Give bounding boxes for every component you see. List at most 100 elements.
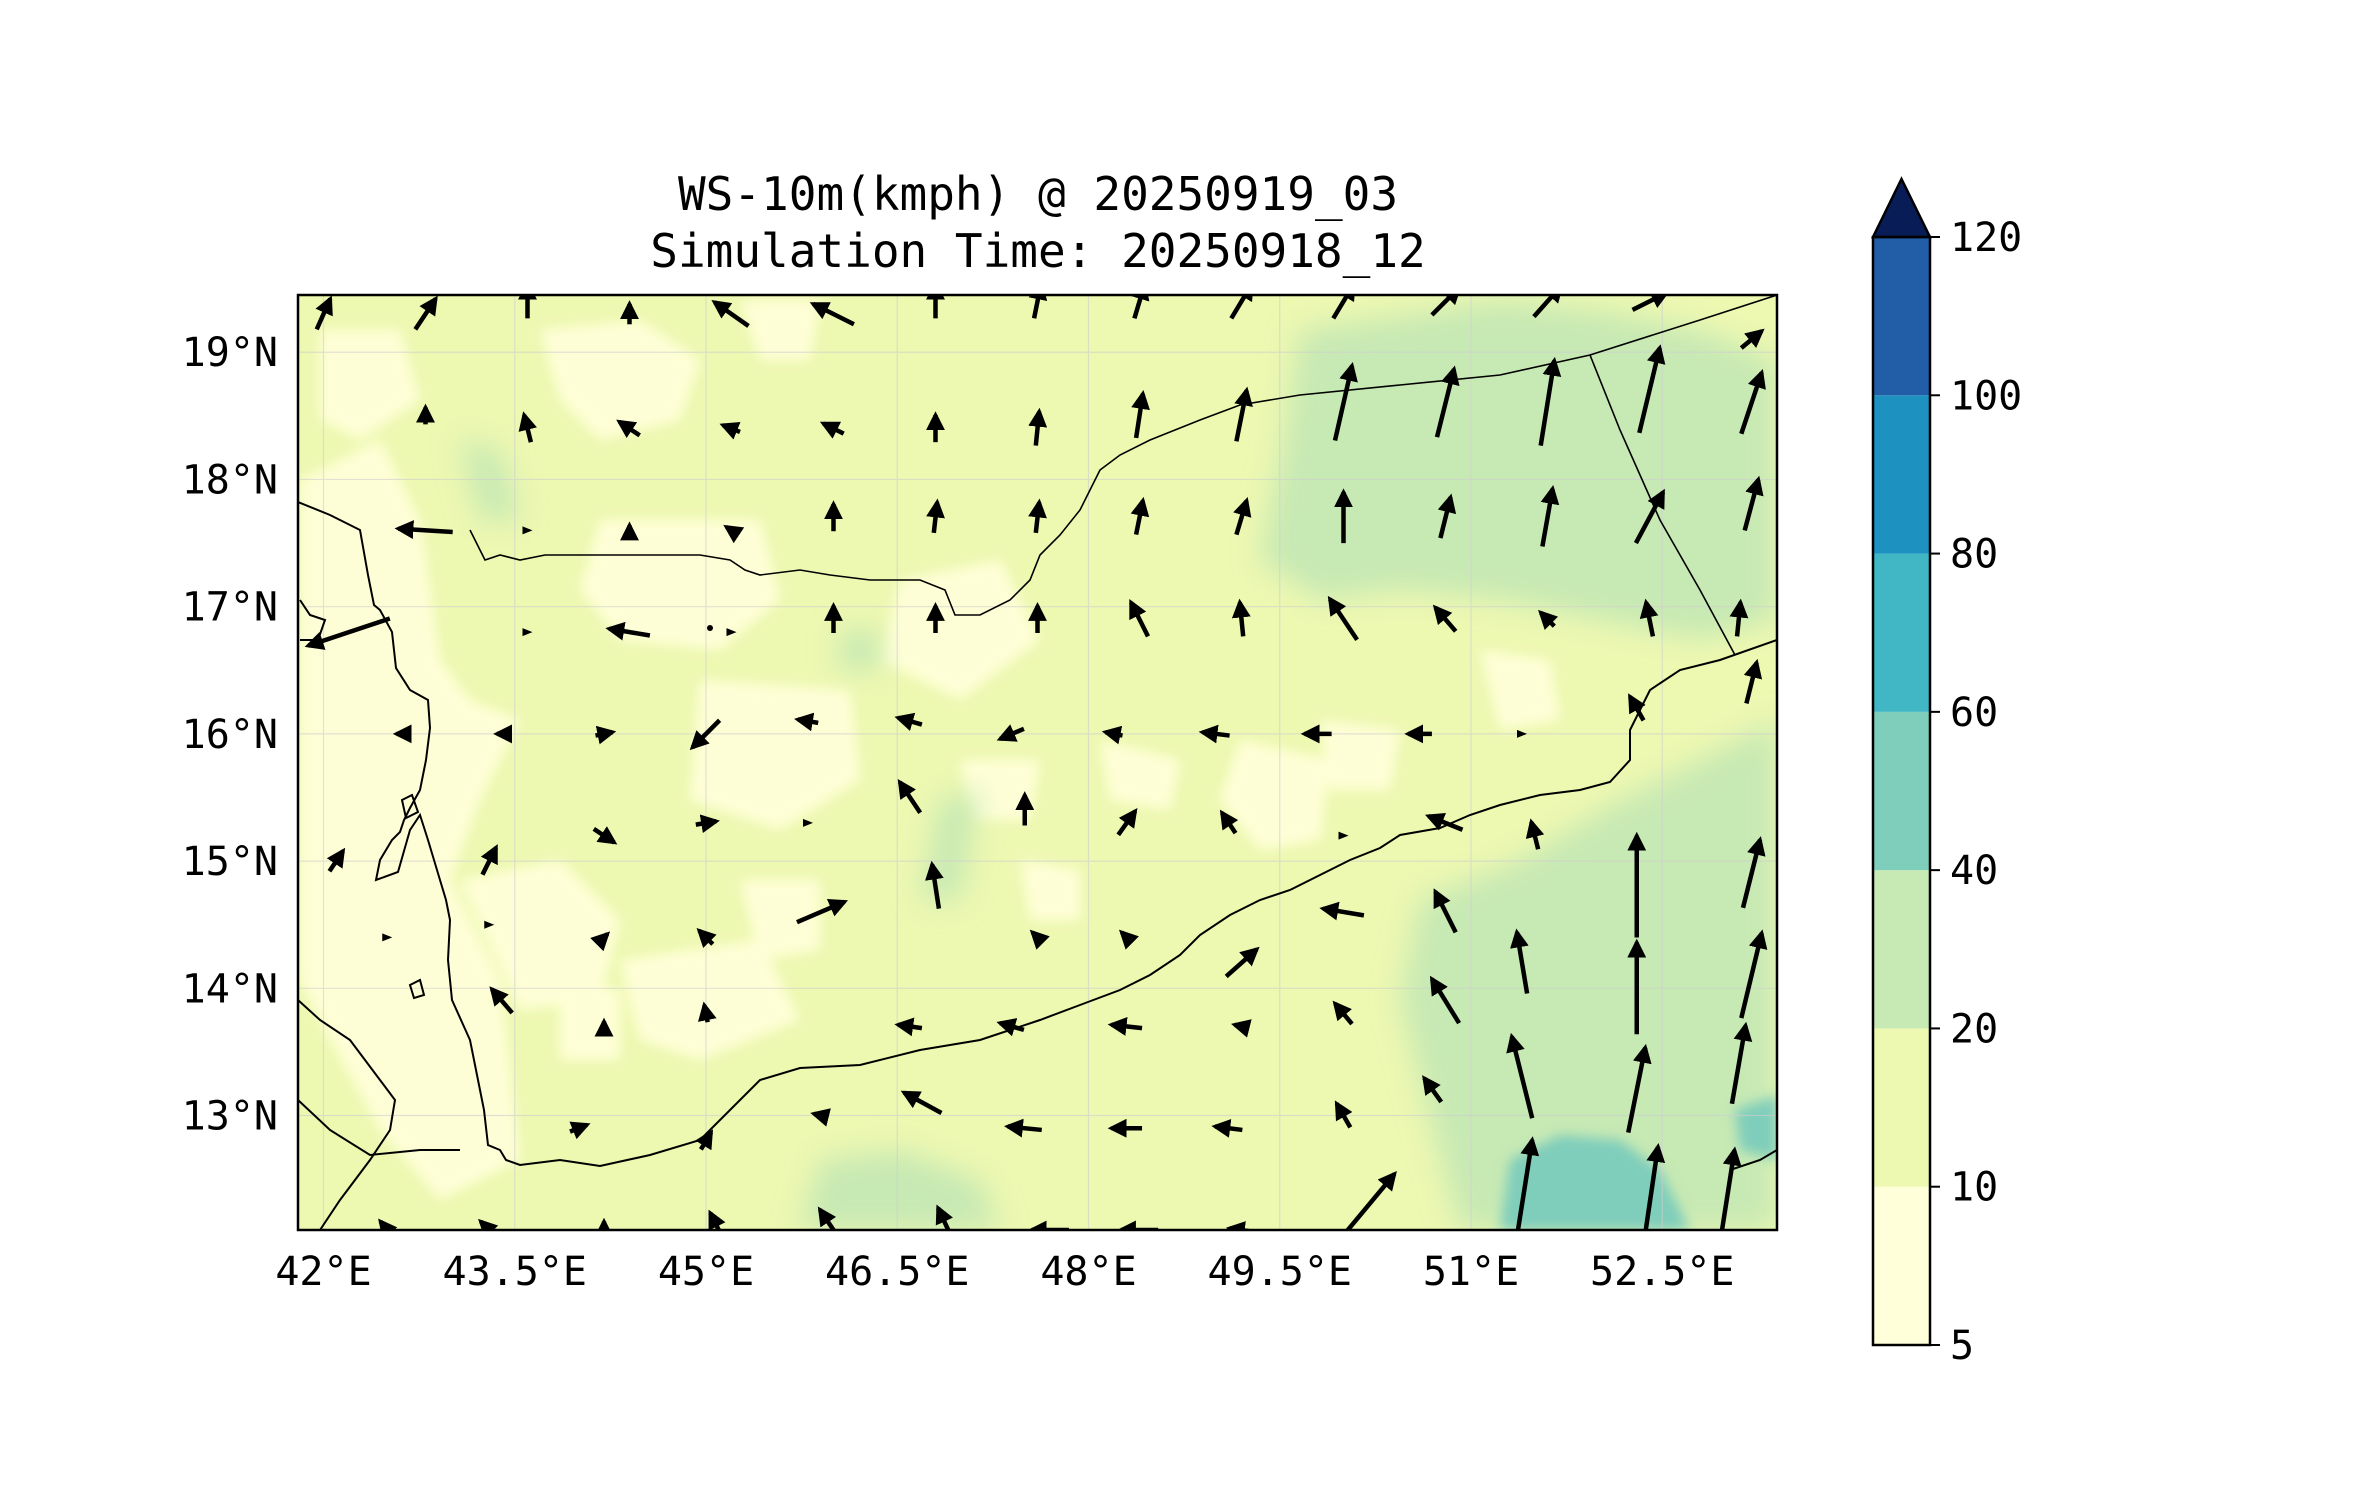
- wind-arrow: [1639, 598, 1659, 637]
- wind-arrow: [1128, 599, 1151, 638]
- y-tick-label: 17°N: [182, 585, 278, 631]
- wind-arrow: [1131, 295, 1150, 320]
- wind-arrow: [810, 1108, 831, 1127]
- map-title: WS-10m(kmph) @ 20250919_03: [678, 167, 1398, 221]
- map-subtitle: Simulation Time: 20250918_12: [650, 224, 1425, 278]
- x-tick-label: 45°E: [658, 1249, 754, 1295]
- y-tick-label: 18°N: [182, 457, 278, 503]
- wind-arrow: [809, 301, 855, 327]
- y-tick-label: 13°N: [182, 1094, 278, 1140]
- moderate-speed-regions: [460, 300, 1777, 1230]
- wind-arrow: [1331, 295, 1356, 320]
- colorbar-tick-label: 80: [1950, 532, 1998, 578]
- wind-arrow: [1233, 496, 1252, 536]
- island-marker: [707, 625, 713, 631]
- colorbar-tick-label: 120: [1950, 215, 2022, 261]
- wind-arrow: [478, 1218, 499, 1230]
- wind-arrow: [1506, 1032, 1535, 1119]
- wind-arrow: [590, 931, 611, 952]
- wind-arrow: [1332, 362, 1358, 442]
- colorbar-tick-label: 5: [1950, 1323, 1974, 1369]
- wind-arrow: [1234, 386, 1253, 442]
- wind-arrow: [394, 520, 453, 540]
- wind-arrow: [900, 1090, 943, 1115]
- colorbar-segment: [1873, 711, 1930, 871]
- wind-arrow: [1219, 809, 1239, 835]
- colorbar-tick-label: 20: [1950, 1006, 1998, 1052]
- wind-arrow: [1627, 693, 1646, 722]
- wind-arrow: [1626, 1043, 1652, 1134]
- wind-arrow: [689, 718, 722, 751]
- map-area: [298, 295, 1777, 1230]
- colorbar-frame: [1871, 235, 1932, 1347]
- low-speed-regions: [300, 300, 1560, 1200]
- wind-arrow: [1739, 368, 1766, 435]
- wind-arrow: [413, 295, 438, 331]
- wind-arrow: [1538, 609, 1559, 630]
- wind-arrow: [894, 712, 923, 731]
- wind-arrow: [1327, 595, 1359, 642]
- colorbar-segment: [1873, 395, 1930, 554]
- map-frame: [296, 293, 1779, 1232]
- wind-arrow: [1319, 901, 1365, 921]
- wind-arrow: [1633, 488, 1666, 545]
- country-borders: [469, 295, 1777, 656]
- colorbar-tick-label: 60: [1950, 690, 1998, 736]
- wind-arrow: [1338, 831, 1349, 840]
- wind-arrow: [522, 628, 533, 637]
- high-speed-regions: [1500, 1095, 1777, 1230]
- wind-arrow: [819, 421, 845, 439]
- wind-arrow: [616, 419, 641, 439]
- wind-arrow: [726, 628, 737, 637]
- wind-arrow: [1515, 1136, 1540, 1230]
- wind-arrow: [1437, 493, 1457, 539]
- colorbar: 5 10 20 40 60 80 100 120: [1870, 176, 2022, 1369]
- wind-arrow: [595, 725, 617, 745]
- wind-arrow: [996, 1018, 1025, 1037]
- wind-arrow: [696, 927, 717, 948]
- wind-arrow: [484, 920, 495, 929]
- wind-arrow: [1198, 724, 1230, 744]
- wind-arrow: [1643, 1143, 1666, 1230]
- wind-arrow: [1729, 1021, 1753, 1105]
- colorbar-extend-triangle: [1870, 176, 1933, 239]
- wind-arrow: [605, 621, 651, 641]
- wind-arrow: [518, 411, 537, 443]
- wind-arrow: [1517, 729, 1527, 738]
- wind-arrow: [697, 1001, 717, 1023]
- wind-arrow: [314, 295, 333, 331]
- wind-arrow: [794, 712, 819, 732]
- colorbar-tick-label: 10: [1950, 1165, 1998, 1211]
- wind-arrow: [925, 860, 944, 909]
- wind-arrow: [382, 933, 393, 942]
- y-axis-ticks: 13°N 14°N 15°N 16°N 17°N 18°N 19°N: [182, 330, 278, 1139]
- wind-arrow: [695, 1129, 714, 1151]
- wind-arrow: [1743, 658, 1763, 704]
- colorbar-segment: [1873, 1028, 1930, 1187]
- wind-arrow: [1229, 295, 1254, 320]
- wind-arrow: [1422, 1075, 1444, 1104]
- wind-arrow: [1101, 725, 1123, 745]
- wind-arrow: [1028, 498, 1047, 534]
- x-axis-ticks: 42°E 43.5°E 45°E 46.5°E 48°E 49.5°E 51°E 52.5°E: [275, 1249, 1734, 1295]
- wind-arrow: [1224, 946, 1260, 979]
- wind-arrow: [1429, 975, 1462, 1025]
- wind-arrow: [708, 1209, 726, 1230]
- wind-arrow: [935, 1204, 953, 1230]
- wind-arrow: [1334, 1100, 1353, 1129]
- wind-arrow: [1510, 928, 1530, 994]
- wind-arrow: [711, 300, 750, 328]
- wind-arrow: [522, 526, 533, 535]
- wind-arrow: [926, 498, 945, 534]
- wind-arrow: [719, 422, 741, 440]
- wind-arrow: [1107, 1017, 1143, 1036]
- colorbar-tick-label: 100: [1950, 373, 2022, 419]
- wind-arrow: [1332, 1000, 1354, 1026]
- x-tick-label: 42°E: [275, 1249, 371, 1295]
- x-tick-label: 43.5°E: [443, 1249, 588, 1295]
- wind-arrow: [1719, 1146, 1742, 1230]
- wind-arrow: [1430, 295, 1462, 317]
- wind-arrow: [1433, 888, 1458, 934]
- wind-arrow: [304, 616, 391, 650]
- wind-arrow: [569, 1121, 591, 1140]
